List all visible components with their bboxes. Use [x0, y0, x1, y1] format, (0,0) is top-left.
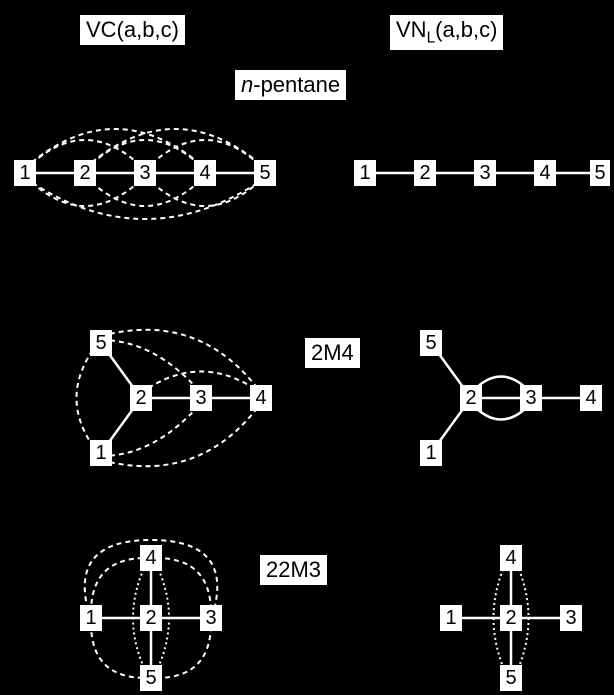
r1r-node-3: 3: [474, 160, 496, 186]
r3l-node-5: 5: [140, 665, 162, 691]
r1r-node-2: 2: [414, 160, 436, 186]
header-right: VNL(a,b,c): [390, 15, 503, 50]
r1l-node-1: 1: [14, 160, 36, 186]
r2l-node-1: 1: [90, 440, 112, 466]
r2l-node-3: 3: [190, 385, 212, 411]
r3r-node-5: 5: [500, 665, 522, 691]
header-right-sub: L: [427, 29, 436, 46]
row1-suffix: -pentane: [253, 72, 340, 97]
r1l-node-4: 4: [194, 160, 216, 186]
header-left: VC(a,b,c): [80, 15, 185, 45]
header-right-prefix: VN: [396, 17, 427, 42]
r2r-node-4: 4: [580, 385, 602, 411]
r2r-node-3: 3: [520, 385, 542, 411]
r3r-node-3: 3: [560, 605, 582, 631]
r1r-node-5: 5: [590, 160, 610, 186]
r3l-node-2: 2: [140, 605, 162, 631]
r3r-node-4: 4: [500, 545, 522, 571]
r1l-node-2: 2: [74, 160, 96, 186]
r3r-node-1: 1: [440, 605, 462, 631]
r3l-node-3: 3: [200, 605, 222, 631]
row3-label: 22M3: [260, 555, 327, 585]
r2l-node-4: 4: [250, 385, 272, 411]
r2r-node-2: 2: [460, 385, 482, 411]
row1-prefix: n: [241, 72, 253, 97]
r2l-node-2: 2: [130, 385, 152, 411]
r2l-node-5: 5: [90, 330, 112, 356]
r2r-node-1: 1: [420, 440, 442, 466]
r1l-node-3: 3: [134, 160, 156, 186]
header-right-suffix: (a,b,c): [435, 17, 497, 42]
r1l-node-5: 5: [254, 160, 276, 186]
r3l-node-4: 4: [140, 545, 162, 571]
r3r-node-2: 2: [500, 605, 522, 631]
row2-label: 2M4: [305, 338, 360, 368]
row1-label: n-pentane: [235, 70, 346, 100]
r1r-node-1: 1: [354, 160, 376, 186]
r1r-node-4: 4: [534, 160, 556, 186]
r3l-node-1: 1: [80, 605, 102, 631]
r2r-node-5: 5: [420, 330, 442, 356]
